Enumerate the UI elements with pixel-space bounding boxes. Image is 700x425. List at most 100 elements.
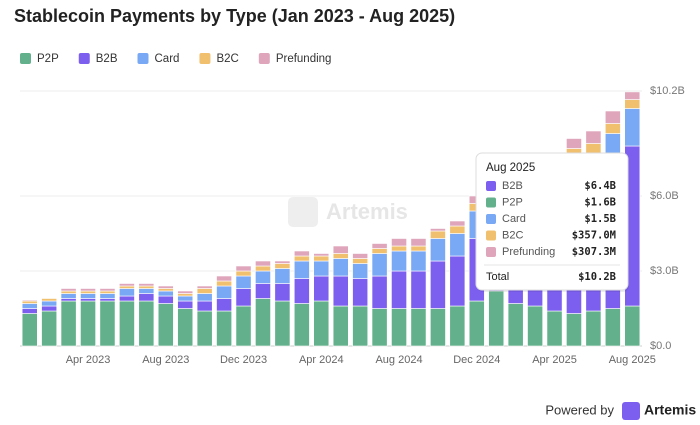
bar-segment	[332, 275, 349, 307]
bar-segment	[332, 258, 349, 277]
bar-segment	[216, 280, 232, 287]
bar-segment	[138, 285, 155, 289]
bar-segment	[60, 288, 77, 292]
bar-segment	[527, 305, 543, 347]
bar-segment	[371, 308, 388, 347]
bar-segment	[60, 298, 77, 302]
x-tick-label: Aug 2023	[142, 354, 189, 366]
bar-segment	[80, 290, 96, 294]
tooltip-title: Aug 2025	[486, 162, 535, 174]
x-tick-label: Apr 2025	[532, 354, 577, 366]
bar-segment	[21, 308, 38, 314]
x-tick-label: Dec 2023	[220, 354, 267, 366]
bar-segment	[119, 300, 135, 347]
bar-segment	[371, 253, 388, 277]
bar-segment	[604, 123, 621, 134]
bar-segment	[41, 305, 58, 312]
bar-segment	[99, 298, 116, 302]
bar-segment	[99, 288, 116, 292]
tooltip	[475, 152, 629, 291]
bar-segment	[80, 293, 96, 299]
footer-text: Powered by	[545, 402, 614, 417]
bar-segment	[41, 310, 58, 347]
tooltip-label: B2B	[502, 180, 523, 192]
bar-segment	[157, 290, 174, 297]
bar-segment	[21, 300, 38, 304]
bar-segment	[410, 270, 427, 309]
bar-segment	[624, 305, 641, 347]
bar-segment	[391, 245, 407, 252]
tooltip-value: $1.6B	[584, 197, 616, 209]
legend-label: Prefunding	[276, 53, 332, 65]
watermark-logo	[288, 197, 318, 227]
bar-segment	[235, 270, 252, 277]
bar-segment	[624, 91, 641, 100]
bar-segment	[507, 303, 524, 347]
bar-segment	[60, 300, 77, 347]
bar-segment	[255, 298, 271, 347]
bar-segment	[99, 293, 116, 299]
bar-segment	[293, 303, 310, 347]
bar-segment	[430, 230, 446, 239]
tooltip-value: $307.3M	[572, 246, 616, 258]
bar-segment	[80, 298, 96, 302]
bar-segment	[410, 308, 427, 347]
bar-segment	[546, 310, 563, 347]
bar-segment	[391, 238, 407, 247]
bar-segment	[255, 265, 271, 272]
bar-segment	[235, 265, 252, 272]
tooltip-value: $357.0M	[572, 230, 616, 242]
bar-segment	[449, 220, 466, 227]
bar-segment	[352, 258, 369, 264]
bar-segment	[196, 288, 213, 294]
bar-segment	[449, 225, 466, 234]
bar-segment	[371, 275, 388, 309]
bar-segment	[216, 285, 232, 299]
bar-segment	[274, 268, 291, 284]
y-tick-label: $0.0	[650, 340, 671, 352]
legend-label: B2C	[216, 53, 238, 65]
bar-segment	[138, 283, 155, 287]
bar-segment	[21, 313, 38, 347]
watermark: Artemis	[326, 199, 408, 224]
legend-swatch	[199, 53, 211, 64]
bar-segment	[293, 255, 310, 262]
bar-segment	[235, 288, 252, 307]
bar-segment	[391, 270, 407, 309]
bar-segment	[624, 108, 641, 147]
bar-segment	[371, 248, 388, 254]
bar-segment	[157, 288, 174, 292]
bar-segment	[60, 290, 77, 294]
bar-segment	[410, 238, 427, 247]
bar-segment	[468, 300, 485, 347]
bar-segment	[80, 288, 96, 292]
legend-swatch	[20, 53, 31, 64]
bar-segment	[216, 298, 232, 312]
bar-segment	[313, 300, 330, 347]
tooltip-label: B2C	[502, 229, 523, 241]
bar-segment	[255, 283, 271, 299]
bar-segment	[138, 300, 155, 347]
y-tick-label: $10.2B	[650, 85, 685, 97]
bar-segment	[352, 278, 369, 307]
legend-label: Card	[155, 53, 180, 65]
bar-segment	[430, 260, 446, 309]
bar-segment	[177, 290, 194, 294]
bar-segment	[99, 290, 116, 294]
bar-segment	[119, 285, 135, 289]
bar-segment	[216, 275, 232, 282]
tooltip-label: P2P	[502, 196, 523, 208]
bar-segment	[332, 253, 349, 259]
tooltip-label: Card	[502, 213, 526, 225]
chart-title: Stablecoin Payments by Type (Jan 2023 - …	[14, 6, 455, 26]
bar-segment	[21, 303, 38, 309]
x-tick-label: Dec 2024	[453, 354, 500, 366]
bar-segment	[177, 300, 194, 309]
bar-segment	[293, 278, 310, 304]
tooltip-swatch	[486, 247, 496, 257]
bar-segment	[391, 308, 407, 347]
tooltip-value: $1.5B	[584, 213, 616, 225]
x-tick-label: Apr 2024	[299, 354, 344, 366]
bar-segment	[41, 298, 58, 302]
bar-segment	[410, 245, 427, 252]
